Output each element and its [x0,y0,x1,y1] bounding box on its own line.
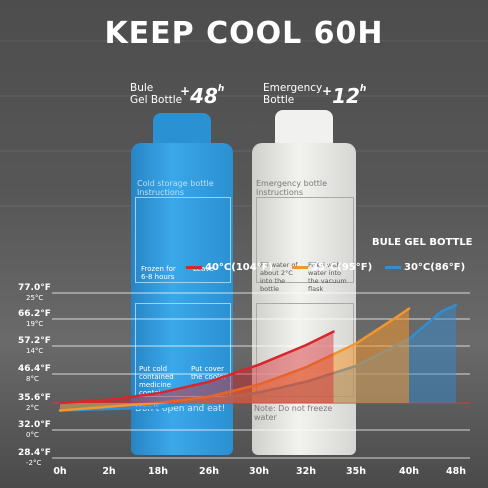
emergency-bottle-label: Emergency Bottle [263,82,323,106]
white-bottle-footer: Note: Do not freeze water [254,404,333,422]
y-tick-sublabel: -2°C [26,459,41,467]
y-tick-sublabel: 14°C [26,347,43,355]
y-tick-label: 66.2°F [18,309,51,319]
emergency-badge: +12h [322,84,367,108]
white-bottle-cap [275,110,333,148]
blue-bottle-header: Cold storage bottle Instructions [137,179,214,197]
white-bottle-step: Filled with water into the vacuum flask [308,261,347,293]
x-tick-label: 48h [446,466,466,477]
blue-bottle-panel [135,303,231,397]
y-tick-label: 77.0°F [18,283,51,293]
page-title: KEEP COOL 60H [104,16,384,51]
y-tick-sublabel: 8°C [26,375,39,383]
blue-bottle-step: Put cover the cooler [191,365,227,381]
wall-line [0,95,488,97]
legend-item-blue: 30°C(86°F) [385,262,465,273]
x-tick-label: 35h [346,466,366,477]
x-tick-label: 0h [53,466,67,477]
x-tick-label: 32h [296,466,316,477]
x-tick-label: 18h [148,466,168,477]
x-tick-label: 30h [249,466,269,477]
blue-bottle-cap [153,113,211,147]
y-tick-sublabel: 2°C [26,404,39,412]
series-line-orange [58,307,411,412]
series-line-red [58,330,335,405]
wall-line [0,150,488,152]
legend-swatch [292,265,308,269]
white-bottle-header: Emergency bottle Instructions [256,179,328,197]
y-tick-sublabel: 19°C [26,320,43,328]
legend-swatch [385,265,401,269]
blue-bottle-footer: Don't open and eat! [135,404,226,414]
series-area-orange [60,308,409,411]
y-tick-label: 32.0°F [18,420,51,430]
y-tick-label: 46.4°F [18,364,51,374]
blue-bottle-panel [135,197,231,283]
wall-line [0,40,488,42]
blue-badge: +48h [180,84,225,108]
blue-bottle-step: Put cold contained medicine contai [139,365,174,397]
wall-line [0,205,488,207]
white-bottle-panel [256,197,354,283]
x-tick-label: 26h [199,466,219,477]
blue-bottle-step: Frozen for 6-8 hours [141,265,176,281]
y-tick-sublabel: 0°C [26,431,39,439]
chart-title: BULE GEL BOTTLE [372,237,473,248]
y-tick-label: 28.4°F [18,448,51,458]
legend-swatch [186,265,202,269]
blue-bottle-step: Leave [193,265,214,273]
y-tick-sublabel: 25°C [26,294,43,302]
x-tick-label: 2h [102,466,116,477]
y-tick-label: 57.2°F [18,336,51,346]
legend-item-orange: 35°C(95°F) [292,262,372,273]
blue-bottle-label: Bule Gel Bottle [130,82,183,106]
white-bottle-step: Fill water of about 2°C into the bottle [260,261,298,293]
y-tick-label: 35.6°F [18,393,51,403]
series-area-red [60,331,334,403]
legend-item-red: 40°C(104°F) [186,262,273,273]
x-tick-label: 40h [399,466,419,477]
